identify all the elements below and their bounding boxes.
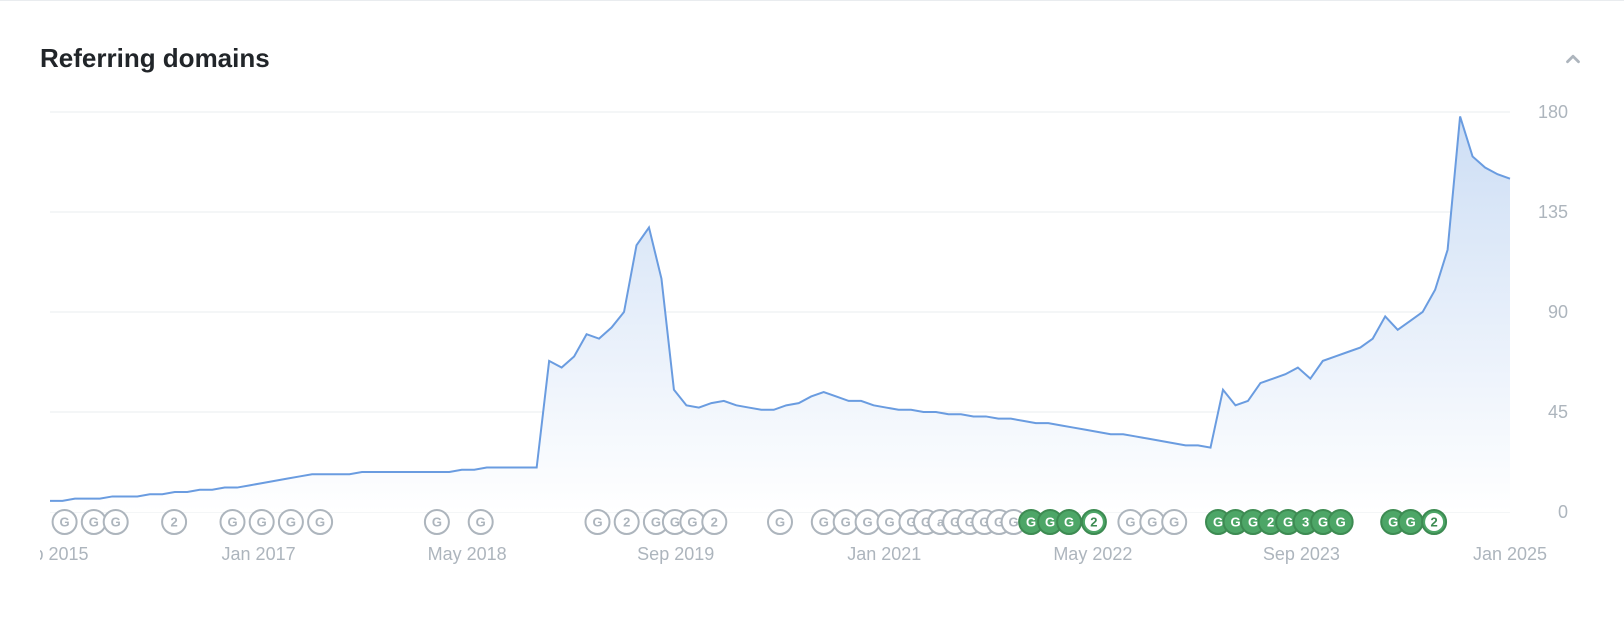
y-tick-label: 0: [1558, 502, 1568, 522]
update-marker[interactable]: G: [1057, 510, 1081, 534]
update-marker[interactable]: G: [104, 510, 128, 534]
svg-text:G: G: [775, 515, 785, 530]
update-marker[interactable]: G: [1329, 510, 1353, 534]
chart-area: GGG2GGGGGGG2GGG2GGGGGGGaGGGGGGGG2GGGGGG2…: [40, 92, 1584, 592]
y-tick-label: 180: [1538, 102, 1568, 122]
x-tick-label: Jan 2021: [847, 544, 921, 564]
svg-text:G: G: [1045, 515, 1055, 530]
svg-text:G: G: [1064, 515, 1074, 530]
update-marker[interactable]: G: [279, 510, 303, 534]
update-marker[interactable]: G: [82, 510, 106, 534]
svg-text:G: G: [111, 515, 121, 530]
y-tick-label: 90: [1548, 302, 1568, 322]
svg-text:G: G: [227, 515, 237, 530]
referring-domains-panel: Referring domains GGG2GGGGGGG2GGG2GGGGGG…: [0, 0, 1624, 630]
svg-text:G: G: [819, 515, 829, 530]
update-marker[interactable]: G: [856, 510, 880, 534]
x-tick-label: Jan 2017: [222, 544, 296, 564]
svg-text:G: G: [1318, 515, 1328, 530]
svg-text:2: 2: [623, 515, 630, 530]
update-marker[interactable]: G: [834, 510, 858, 534]
svg-text:G: G: [670, 515, 680, 530]
svg-text:G: G: [1406, 515, 1416, 530]
update-marker[interactable]: G: [1162, 510, 1186, 534]
x-tick-label: Sep 2023: [1263, 544, 1340, 564]
update-marker[interactable]: G: [221, 510, 245, 534]
svg-text:G: G: [476, 515, 486, 530]
update-marker[interactable]: G: [1399, 510, 1423, 534]
area-fill: [50, 116, 1510, 512]
svg-text:G: G: [1026, 515, 1036, 530]
update-marker[interactable]: G: [53, 510, 77, 534]
chevron-up-icon[interactable]: [1562, 48, 1584, 70]
svg-text:G: G: [1283, 515, 1293, 530]
svg-text:2: 2: [1430, 515, 1437, 530]
x-tick-label: Jan 2025: [1473, 544, 1547, 564]
svg-text:3: 3: [1302, 515, 1309, 530]
panel-title: Referring domains: [40, 43, 270, 74]
svg-text:2: 2: [1267, 515, 1274, 530]
svg-text:G: G: [1009, 515, 1019, 530]
update-marker[interactable]: G: [1118, 510, 1142, 534]
svg-text:G: G: [1169, 515, 1179, 530]
svg-text:2: 2: [170, 515, 177, 530]
svg-text:G: G: [592, 515, 602, 530]
update-marker[interactable]: 2: [615, 510, 639, 534]
svg-text:2: 2: [1090, 515, 1097, 530]
update-marker[interactable]: G: [308, 510, 332, 534]
update-marker[interactable]: 2: [702, 510, 726, 534]
svg-text:G: G: [1147, 515, 1157, 530]
update-marker[interactable]: G: [812, 510, 836, 534]
update-marker[interactable]: G: [586, 510, 610, 534]
update-marker[interactable]: 2: [1082, 510, 1106, 534]
update-marker[interactable]: 2: [1422, 510, 1446, 534]
svg-text:G: G: [1125, 515, 1135, 530]
x-tick-label: Sep 2019: [637, 544, 714, 564]
svg-text:G: G: [1336, 515, 1346, 530]
svg-text:G: G: [89, 515, 99, 530]
x-tick-label: May 2022: [1053, 544, 1132, 564]
x-tick-label: Sep 2015: [40, 544, 89, 564]
svg-text:G: G: [651, 515, 661, 530]
update-marker[interactable]: G: [469, 510, 493, 534]
update-marker[interactable]: G: [680, 510, 704, 534]
svg-text:G: G: [687, 515, 697, 530]
update-marker[interactable]: G: [425, 510, 449, 534]
svg-text:G: G: [1388, 515, 1398, 530]
y-tick-label: 135: [1538, 202, 1568, 222]
svg-text:G: G: [1248, 515, 1258, 530]
svg-text:G: G: [286, 515, 296, 530]
update-marker[interactable]: G: [768, 510, 792, 534]
update-marker[interactable]: G: [878, 510, 902, 534]
panel-header: Referring domains: [0, 21, 1624, 92]
svg-text:G: G: [884, 515, 894, 530]
update-marker[interactable]: G: [1140, 510, 1164, 534]
x-tick-label: May 2018: [428, 544, 507, 564]
svg-text:G: G: [841, 515, 851, 530]
svg-text:G: G: [60, 515, 70, 530]
svg-text:G: G: [1230, 515, 1240, 530]
svg-text:G: G: [1213, 515, 1223, 530]
svg-text:G: G: [315, 515, 325, 530]
update-marker[interactable]: G: [250, 510, 274, 534]
svg-text:G: G: [257, 515, 267, 530]
svg-text:G: G: [432, 515, 442, 530]
update-marker[interactable]: 2: [162, 510, 186, 534]
svg-text:2: 2: [711, 515, 718, 530]
svg-text:G: G: [863, 515, 873, 530]
chart-svg: GGG2GGGGGGG2GGG2GGGGGGGaGGGGGGGG2GGGGGG2…: [40, 92, 1584, 592]
y-tick-label: 45: [1548, 402, 1568, 422]
